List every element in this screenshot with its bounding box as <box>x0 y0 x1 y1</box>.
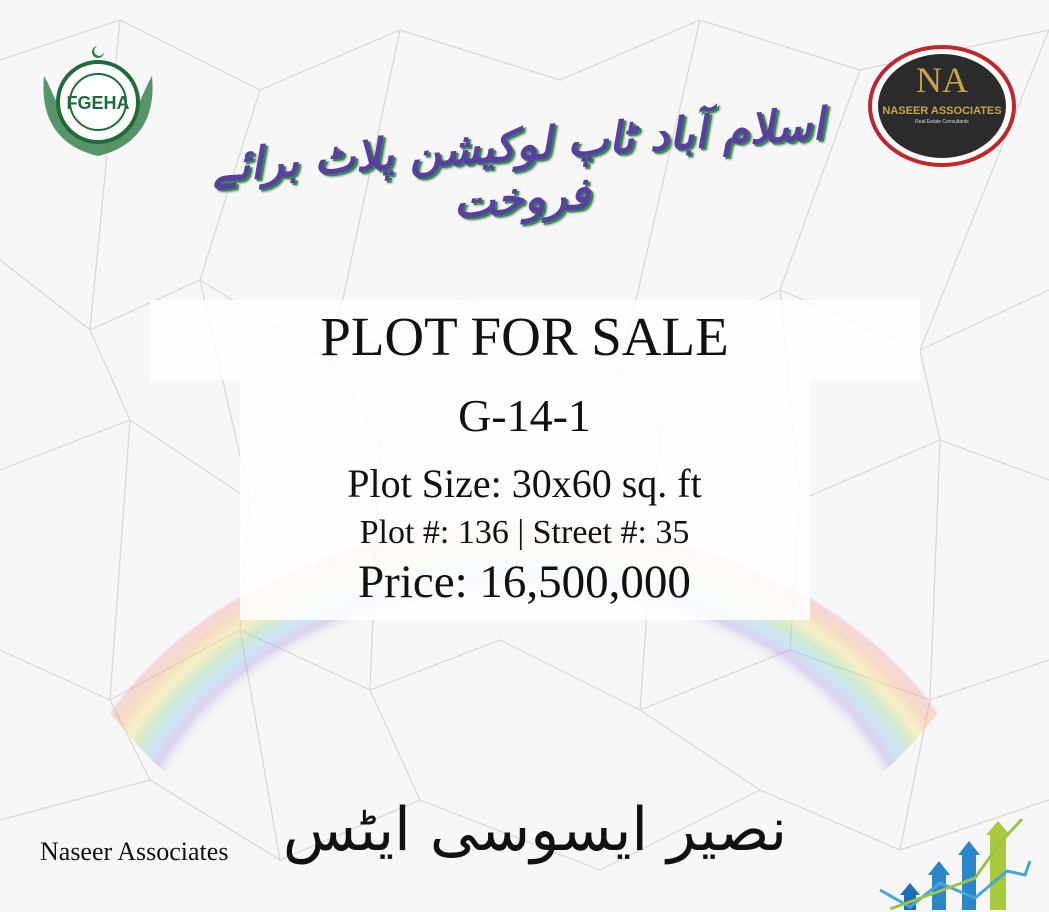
logo-tagline: Real Estate Consultants <box>915 119 969 125</box>
fgeha-logo-text: FGEHA <box>67 93 130 113</box>
urdu-company-name: نصیر ایسوسی ایٹس <box>282 795 788 865</box>
headline: PLOT FOR SALE <box>320 306 729 367</box>
company-name: Naseer Associates <box>40 837 229 866</box>
plot-street: Plot #: 136 | Street #: 35 <box>359 514 690 551</box>
logo-name: NASEER ASSOCIATES <box>882 105 1002 117</box>
fgeha-logo: FGEHA <box>36 36 160 160</box>
growth-chart-icon <box>879 817 1032 910</box>
logo-initials: NA <box>916 60 968 100</box>
naseer-associates-logo: NA NASEER ASSOCIATES Real Estate Consult… <box>868 45 1016 167</box>
sector: G-14-1 <box>458 390 591 441</box>
plot-size: Plot Size: 30x60 sq. ft <box>347 461 702 506</box>
price: Price: 16,500,000 <box>358 556 691 608</box>
